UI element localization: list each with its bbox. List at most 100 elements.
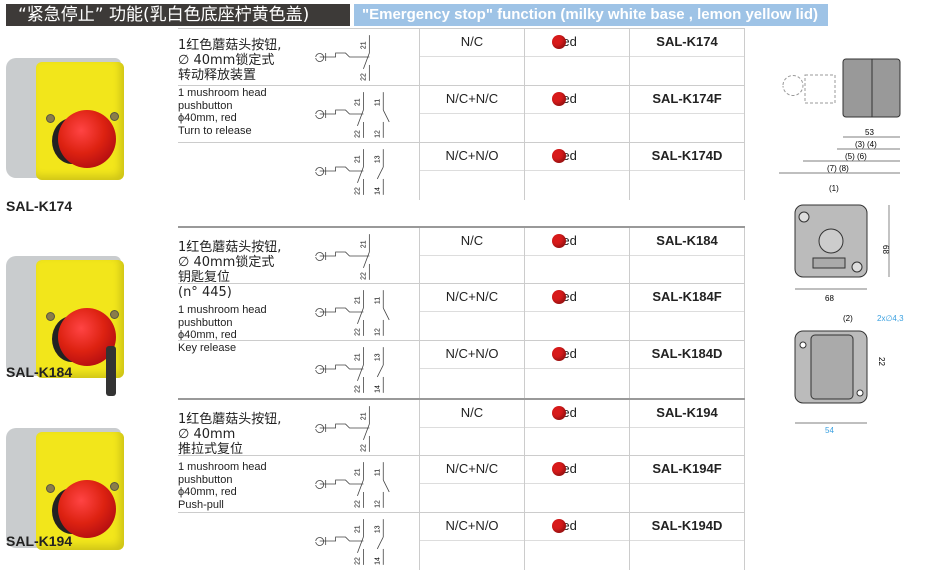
contact-type-cell: N/C bbox=[420, 228, 525, 285]
label-text: 11 bbox=[374, 469, 381, 476]
side-view-drawing: 53 (3) (4) (5) (6) (7) (8) bbox=[779, 58, 901, 174]
description-en-line: Turn to release bbox=[178, 124, 252, 137]
contact-symbol-diagram: 21 22 13 14 bbox=[315, 513, 420, 570]
label-text: 22 bbox=[360, 272, 367, 280]
product-model: SAL-K194 bbox=[6, 533, 73, 549]
label-text: 21 bbox=[354, 468, 361, 476]
label-text: N/C bbox=[420, 29, 524, 57]
contact-type-cell: N/C+N/O bbox=[420, 341, 525, 398]
label-text: N/C+N/C bbox=[420, 456, 524, 484]
description-en-line: 1 mushroom head bbox=[178, 461, 267, 473]
label-text: N/C bbox=[420, 228, 524, 256]
product-image bbox=[6, 48, 126, 188]
description-en-line: Push-pull bbox=[178, 498, 224, 511]
contact-type-cell: N/C+N/O bbox=[420, 143, 525, 200]
label-text: 21 bbox=[354, 98, 361, 106]
label-text: 13 bbox=[374, 353, 381, 361]
contact-type-cell: N/C bbox=[420, 400, 525, 457]
product-description: 1红色蘑菇头按钮, ∅ 40mm锁定式 钥匙复位 (n° 445) 1 mushroo… bbox=[178, 240, 288, 354]
label-text: 21 bbox=[354, 525, 361, 533]
description-cn-line: 1红色蘑菇头按钮, bbox=[178, 240, 282, 255]
label-text: 21 bbox=[360, 41, 367, 49]
red-dot-icon bbox=[552, 347, 566, 361]
description-en-line: 1 mushroom head bbox=[178, 304, 267, 316]
color-cell: Red bbox=[525, 456, 630, 513]
label-text: N/C+N/C bbox=[420, 86, 524, 114]
description-cn-line: ∅ 40mm bbox=[178, 427, 236, 442]
reference-cell: SAL-K184D bbox=[630, 341, 745, 398]
label-text: 14 bbox=[374, 557, 381, 565]
product-description: 1红色蘑菇头按钮, ∅ 40mm 推拉式复位 1 mushroom head push… bbox=[178, 412, 288, 511]
product-image bbox=[6, 246, 126, 396]
red-dot-icon bbox=[552, 234, 566, 248]
label-text: 22 bbox=[354, 557, 361, 565]
color-cell: Red bbox=[525, 284, 630, 341]
front-view-drawing: (1) 68 68 bbox=[794, 184, 890, 303]
description-cn-line: ∅ 40mm锁定式 bbox=[178, 255, 275, 270]
label-text: (1) bbox=[829, 184, 839, 193]
label-text: SAL-K194 bbox=[630, 400, 744, 428]
contact-symbol-diagram: 21 22 11 12 bbox=[315, 86, 420, 143]
label-text: N/C+N/O bbox=[420, 341, 524, 369]
reference-cell: SAL-K194D bbox=[630, 513, 745, 570]
color-cell: Red bbox=[525, 400, 630, 457]
contact-symbol-diagram: 21 22 bbox=[315, 29, 420, 86]
contact-symbol-diagram: 21 22 bbox=[315, 400, 420, 457]
label-text: 13 bbox=[374, 155, 381, 163]
description-en-line: pushbutton bbox=[178, 316, 233, 329]
description-cn-line: 转动释放装置 bbox=[178, 68, 257, 83]
red-dot-icon bbox=[552, 406, 566, 420]
label-text: SAL-K194F bbox=[630, 456, 744, 484]
product-description: 1红色蘑菇头按钮, ∅ 40mm锁定式 转动释放装置 1 mushroom head… bbox=[178, 38, 288, 137]
label-text: SAL-K174 bbox=[630, 29, 744, 57]
label-text: N/C+N/C bbox=[420, 284, 524, 312]
reference-cell: SAL-K194F bbox=[630, 456, 745, 513]
reference-cell: SAL-K184 bbox=[630, 228, 745, 285]
description-cn-line: 1红色蘑菇头按钮, bbox=[178, 412, 282, 427]
red-dot-icon bbox=[552, 35, 566, 49]
description-cn-line: ∅ 40mm锁定式 bbox=[178, 53, 275, 68]
label-text: 2x∅4,3 bbox=[877, 314, 904, 323]
dimension-drawings: 53 (3) (4) (5) (6) (7) (8) (1) 68 68 (2)… bbox=[779, 58, 904, 435]
back-view-drawing: (2) 2x∅4,3 54 22 bbox=[794, 314, 904, 435]
label-text: SAL-K184F bbox=[630, 284, 744, 312]
red-dot-icon bbox=[552, 290, 566, 304]
key-icon bbox=[106, 346, 116, 396]
dim-7-8: (7) (8) bbox=[827, 164, 849, 173]
label-text: 13 bbox=[374, 525, 381, 533]
table-row: 21 22 13 14 N/C+N/O Red SAL-K184D bbox=[178, 340, 745, 398]
label-text: N/C+N/O bbox=[420, 143, 524, 171]
product-image bbox=[6, 418, 126, 558]
label-text: 12 bbox=[374, 500, 381, 508]
label-text: 22 bbox=[354, 500, 361, 508]
table-row: 21 22 N/C Red SAL-K194 bbox=[178, 398, 745, 457]
label-text: 21 bbox=[354, 353, 361, 361]
color-cell: Red bbox=[525, 228, 630, 285]
label-text: 22 bbox=[354, 187, 361, 195]
red-dot-icon bbox=[552, 462, 566, 476]
color-cell: Red bbox=[525, 513, 630, 570]
contact-type-cell: N/C bbox=[420, 29, 525, 86]
table-row: 21 22 N/C Red SAL-K184 bbox=[178, 226, 745, 285]
header-title-en: "Emergency stop" function (milky white b… bbox=[354, 4, 828, 26]
label-text: 22 bbox=[354, 328, 361, 336]
contact-type-cell: N/C+N/C bbox=[420, 86, 525, 143]
label-text: 22 bbox=[877, 357, 886, 366]
red-dot-icon bbox=[552, 519, 566, 533]
description-en-line: ϕ40mm, red bbox=[178, 329, 237, 341]
dim-3-4: (3) (4) bbox=[855, 140, 877, 149]
description-en-line: ϕ40mm, red bbox=[178, 112, 237, 124]
label-text: 11 bbox=[374, 297, 381, 304]
label-text: SAL-K184 bbox=[630, 228, 744, 256]
label-text: (2) bbox=[843, 314, 853, 323]
red-dot-icon bbox=[552, 149, 566, 163]
label-text: 12 bbox=[374, 130, 381, 138]
description-cn-line: 1红色蘑菇头按钮, bbox=[178, 38, 282, 53]
label-text: 21 bbox=[360, 412, 367, 420]
label-text: 12 bbox=[374, 328, 381, 336]
red-dot-icon bbox=[552, 92, 566, 106]
contact-symbol-diagram: 21 22 13 14 bbox=[315, 143, 420, 200]
label-text: N/C bbox=[420, 400, 524, 428]
description-en-line: ϕ40mm, red bbox=[178, 486, 237, 498]
label-text: 22 bbox=[354, 385, 361, 393]
